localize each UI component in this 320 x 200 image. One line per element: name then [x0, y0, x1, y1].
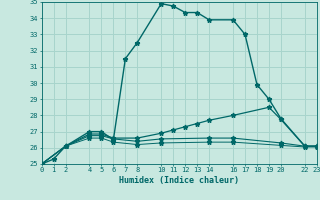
X-axis label: Humidex (Indice chaleur): Humidex (Indice chaleur) — [119, 176, 239, 185]
